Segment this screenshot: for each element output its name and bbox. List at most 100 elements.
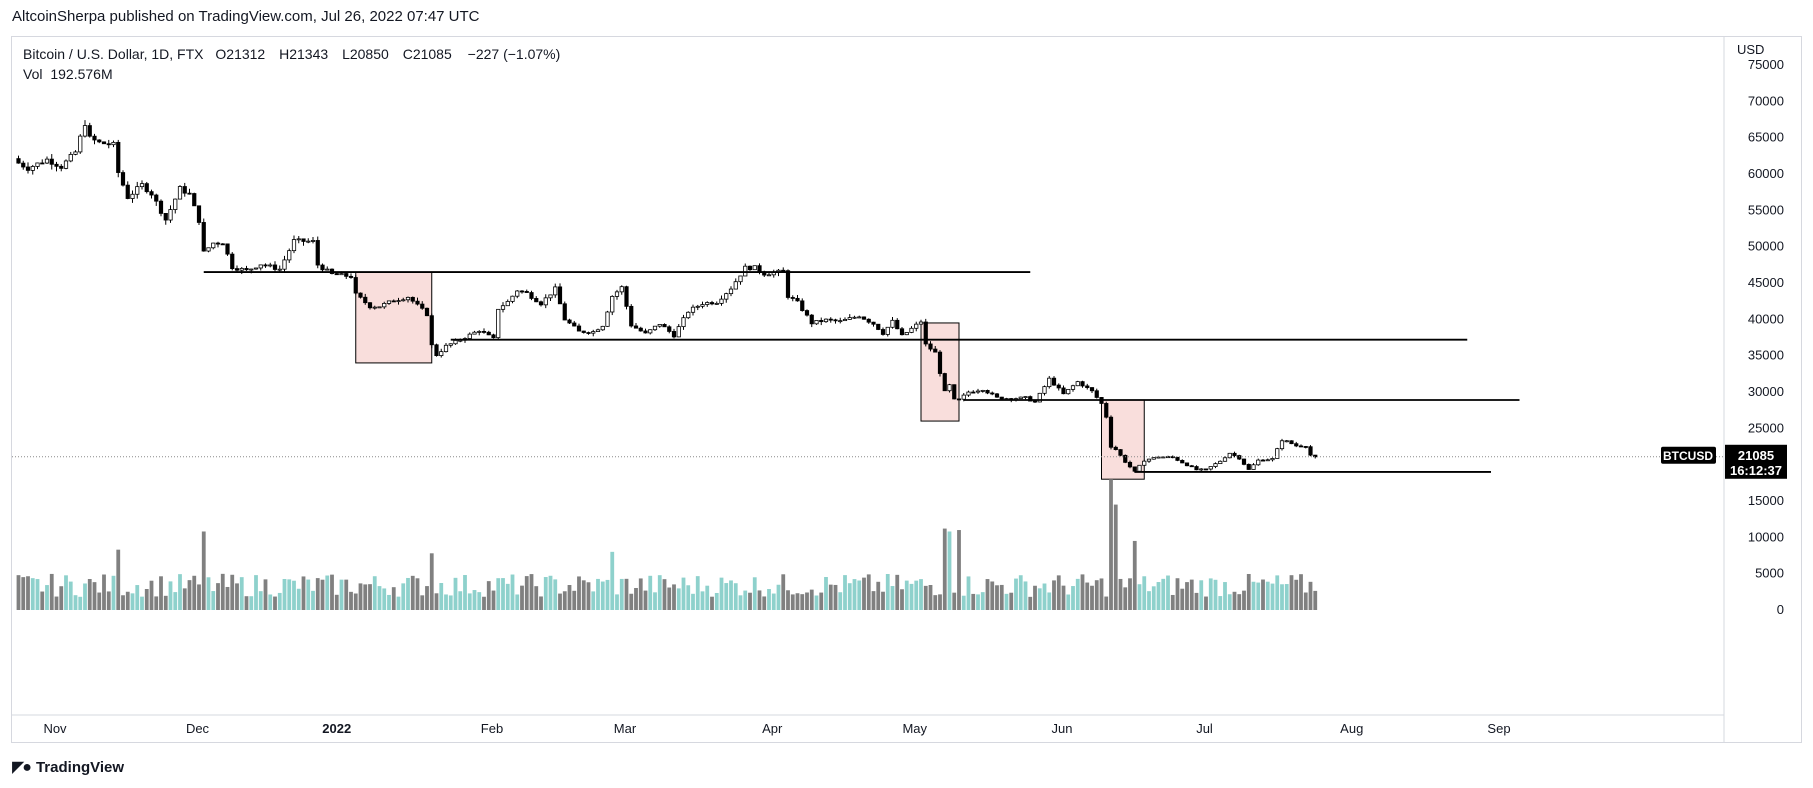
candle-body <box>600 325 605 331</box>
volume-bar <box>382 588 387 610</box>
volume-bar <box>643 590 648 610</box>
volume-bar <box>1166 575 1170 610</box>
candle-body <box>177 186 183 200</box>
volume-bar <box>182 588 187 610</box>
volume-bar <box>923 585 928 610</box>
price-tick-label: 50000 <box>1748 239 1784 254</box>
candle-body <box>410 296 415 302</box>
volume-bar <box>1123 587 1128 610</box>
volume-bar <box>980 592 985 610</box>
volume-bar <box>866 574 871 610</box>
volume-bar <box>211 591 216 610</box>
volume-bar <box>1099 578 1104 610</box>
volume-bar <box>676 588 681 610</box>
volume-bar <box>225 586 230 610</box>
candle-body <box>619 286 624 293</box>
candle-body <box>481 331 487 333</box>
candle-body <box>54 163 59 167</box>
candle-body <box>980 390 985 392</box>
candle-body <box>581 330 586 333</box>
candle-body <box>918 321 924 325</box>
candle-body <box>363 296 368 304</box>
volume-bar <box>178 574 182 610</box>
candle-body <box>928 343 933 350</box>
volume-bar <box>615 594 619 610</box>
candle-body <box>662 324 667 328</box>
volume-bar <box>1113 504 1118 610</box>
candle-body <box>63 160 69 169</box>
tradingview-logo[interactable]: ◤● TradingView <box>12 757 124 777</box>
candle-body <box>443 344 449 353</box>
legend-change: −227 (−1.07%) <box>467 46 561 62</box>
volume-bar <box>401 583 406 610</box>
candle-body <box>168 209 173 221</box>
ticker-badge <box>1661 446 1716 464</box>
candle-body <box>1265 459 1270 462</box>
volume-bar <box>966 576 971 610</box>
candle-body <box>814 320 819 325</box>
legend-high-label: H <box>279 46 290 62</box>
time-tick-label: Mar <box>614 721 637 736</box>
volume-layer <box>16 479 1318 610</box>
candle-body <box>1279 440 1285 450</box>
candle-body <box>1127 461 1133 468</box>
volume-bar <box>1004 593 1009 610</box>
candle-body <box>101 141 107 145</box>
volume-bar <box>553 579 558 610</box>
volume-bar <box>135 585 140 610</box>
volume-bar <box>534 586 539 610</box>
candle-body <box>405 296 411 301</box>
price-tick-label: 45000 <box>1748 275 1784 290</box>
price-tick-label: 60000 <box>1748 166 1784 181</box>
candle-body <box>1275 448 1280 459</box>
time-tick-label: Feb <box>481 721 503 736</box>
volume-bar <box>30 578 35 610</box>
price-tick-label: 25000 <box>1748 420 1784 435</box>
candle-body <box>899 328 905 336</box>
volume-bar <box>1080 574 1085 610</box>
candle-body <box>842 318 848 322</box>
volume-bar <box>406 577 410 610</box>
volume-bar <box>1251 581 1256 610</box>
volume-bar <box>1265 581 1270 610</box>
volume-bar <box>292 580 296 610</box>
volume-bar <box>372 576 377 610</box>
candle-body <box>819 320 824 323</box>
candle-body <box>947 384 952 392</box>
tradingview-logo-text: TradingView <box>35 758 125 776</box>
candle-body <box>1227 452 1232 459</box>
volume-bar <box>1118 578 1123 610</box>
volume-bar <box>1142 576 1147 610</box>
volume-bar <box>268 594 273 610</box>
volume-bar <box>216 583 220 610</box>
volume-bar <box>1299 574 1303 610</box>
volume-bar <box>1018 575 1023 610</box>
candle-body <box>586 332 591 334</box>
legend-low: 20850 <box>349 46 389 62</box>
volume-bar <box>681 577 686 610</box>
candle-body <box>534 298 539 303</box>
candle-body <box>396 300 401 303</box>
volume-bar <box>377 586 382 610</box>
candle-body <box>1028 396 1033 402</box>
candle-body <box>733 281 738 290</box>
candle-body <box>638 327 643 332</box>
volume-bar <box>904 580 909 610</box>
candle-body <box>1298 445 1304 448</box>
volume-bar <box>947 531 952 610</box>
candle-body <box>477 331 482 333</box>
volume-bar <box>1185 582 1189 610</box>
volume-bar <box>558 593 562 610</box>
candle-body <box>40 162 45 165</box>
legend-close-label: C <box>402 46 413 62</box>
volume-bar <box>54 596 59 610</box>
publisher-line: AltcoinSherpa published on TradingView.c… <box>12 8 480 25</box>
volume-bar <box>847 583 852 610</box>
candle-body <box>296 238 301 241</box>
volume-bar <box>482 596 486 610</box>
volume-bar <box>448 595 453 610</box>
volume-bar <box>881 591 885 610</box>
candle-body <box>44 158 50 164</box>
shaded-zones-layer <box>355 271 1145 480</box>
